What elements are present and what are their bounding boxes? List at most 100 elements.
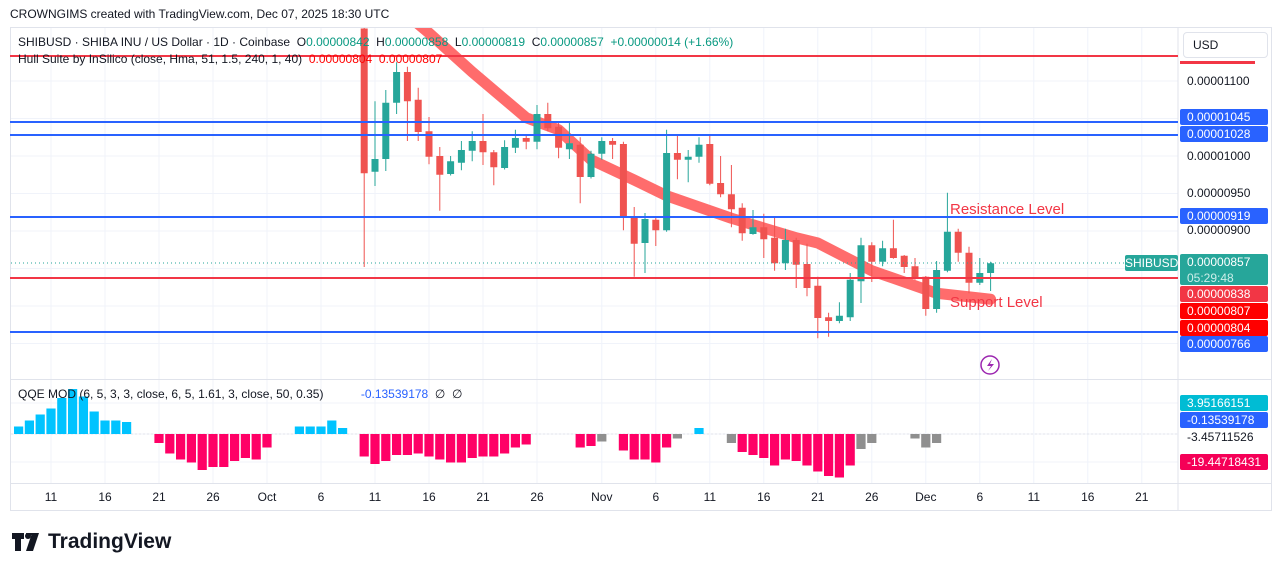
resistance-annotation[interactable]: Resistance Level <box>950 201 1065 218</box>
qqe-histogram-bar <box>694 428 704 434</box>
qqe-na-2: ∅ <box>452 387 463 401</box>
qqe-histogram-bar <box>597 434 607 442</box>
candle <box>436 147 444 211</box>
hull-legend[interactable]: Hull Suite by InSilico (close, Hma, 51, … <box>18 52 442 66</box>
qqe-histogram-bar <box>230 434 240 461</box>
symbol-title: SHIBUSD · SHIBA INU / US Dollar · 1D · C… <box>18 35 291 49</box>
candle-body <box>598 141 606 154</box>
candle <box>511 129 519 153</box>
support-annotation[interactable]: Support Level <box>950 294 1043 311</box>
candle-body <box>922 276 930 309</box>
candle <box>911 258 919 280</box>
candle <box>619 141 627 231</box>
hull-price-label: 0.00000804 <box>1180 320 1268 336</box>
red-level-line[interactable] <box>10 276 1178 279</box>
tradingview-logo[interactable]: TradingView <box>12 530 171 554</box>
candle-body <box>652 219 660 231</box>
candle <box>943 192 951 273</box>
candle-body <box>544 114 552 129</box>
time-tick-label: 26 <box>206 490 220 504</box>
qqe-histogram-bar <box>586 434 596 446</box>
qqe-histogram-bar <box>111 420 121 434</box>
qqe-histogram-bar <box>867 434 877 443</box>
candle-body <box>879 248 887 262</box>
qqe-histogram-bar <box>327 420 337 434</box>
high-value: 0.00000858 <box>384 35 449 49</box>
candle-body <box>501 147 509 168</box>
blue-level-line[interactable] <box>10 121 1178 124</box>
candle <box>846 273 854 321</box>
red-level-line-top[interactable] <box>10 55 1178 57</box>
qqe-label-lower: -19.44718431 <box>1180 454 1268 470</box>
qqe-label-value: -0.13539178 <box>1180 412 1268 428</box>
qqe-histogram-bar <box>435 434 445 460</box>
last-price-value: 0.00000857 <box>1187 255 1251 269</box>
hull-value-2: 0.00000807 <box>378 52 443 66</box>
candle-body <box>987 263 995 273</box>
candle <box>781 228 789 270</box>
lightning-icon[interactable] <box>980 355 1000 375</box>
blue-level-line[interactable] <box>10 215 1178 218</box>
qqe-histogram-bar <box>521 434 531 445</box>
symbol-legend: SHIBUSD · SHIBA INU / US Dollar · 1D · C… <box>18 35 733 49</box>
candle <box>900 255 908 273</box>
candle-body <box>641 219 649 243</box>
qqe-histogram-bar <box>57 398 67 434</box>
time-tick-label: 16 <box>422 490 436 504</box>
candle-body <box>360 28 368 174</box>
candle-body <box>479 141 487 153</box>
time-tick-label: 26 <box>530 490 544 504</box>
candle-body <box>371 159 379 172</box>
candle <box>544 102 552 132</box>
candle-body <box>825 317 833 321</box>
candle <box>414 87 422 141</box>
last-price-label: 0.00000857 05:29:48 <box>1180 254 1268 285</box>
qqe-histogram-bar <box>251 434 261 460</box>
price-tick: 0.00000950 <box>1187 186 1251 200</box>
qqe-histogram-bar <box>467 434 477 458</box>
candle-body <box>511 138 519 148</box>
price-tick: 0.00000900 <box>1187 223 1251 237</box>
candle <box>673 135 681 180</box>
qqe-label-upper: 3.95166151 <box>1180 395 1268 411</box>
blue-level-line[interactable] <box>10 134 1178 136</box>
qqe-histogram-bar <box>197 434 207 470</box>
time-tick-label: 21 <box>1135 490 1149 504</box>
time-tick-label: 16 <box>757 490 771 504</box>
qqe-histogram-bar <box>338 428 348 434</box>
candle <box>771 216 779 271</box>
qqe-legend[interactable]: QQE MOD (6, 5, 3, 3, close, 6, 5, 1.61, … <box>18 387 462 401</box>
candle <box>501 140 509 170</box>
candle <box>933 261 941 313</box>
candle-body <box>814 285 822 318</box>
time-tick-label: 21 <box>476 490 490 504</box>
candle-body <box>717 183 725 195</box>
qqe-histogram-bar <box>813 434 823 472</box>
qqe-histogram-bar <box>834 434 844 478</box>
qqe-histogram-bar <box>294 426 304 434</box>
qqe-histogram-bar <box>68 389 78 434</box>
candle-body <box>425 131 433 157</box>
qqe-histogram-bar <box>413 434 423 454</box>
currency-button[interactable]: USD <box>1183 32 1268 58</box>
qqe-histogram-bar <box>489 434 499 457</box>
candle <box>630 207 638 277</box>
candle <box>835 302 843 324</box>
resistance-price-label: 0.00001028 <box>1180 126 1268 142</box>
candle <box>738 203 746 241</box>
qqe-histogram-bar <box>456 434 466 463</box>
blue-level-line[interactable] <box>10 330 1178 333</box>
candle-body <box>727 194 735 210</box>
candle-body <box>684 156 692 160</box>
candle <box>360 28 368 267</box>
close-label: C <box>531 35 541 49</box>
candle <box>987 261 995 291</box>
red-level-marker <box>1180 61 1255 64</box>
candle <box>695 137 703 163</box>
candle-body <box>868 245 876 262</box>
time-tick-label: 11 <box>368 490 382 504</box>
qqe-histogram-bar <box>46 408 56 434</box>
qqe-histogram <box>14 389 942 478</box>
candle <box>555 123 563 159</box>
